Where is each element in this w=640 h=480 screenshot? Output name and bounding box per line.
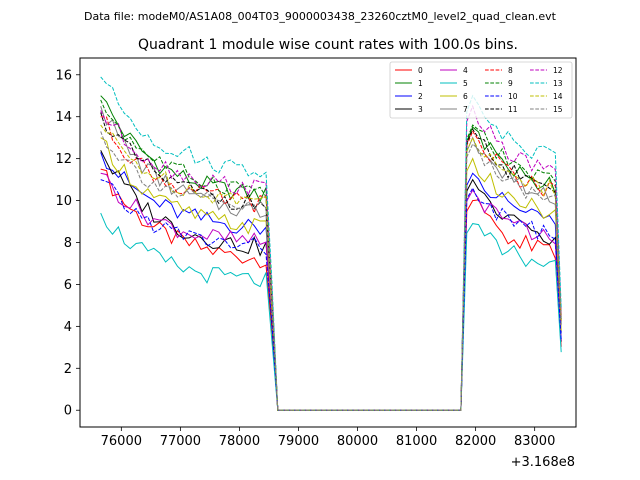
series-line-15 [100, 131, 562, 411]
legend-label-10: 10 [508, 92, 518, 101]
series-line-12 [100, 104, 562, 411]
x-tick-label: 80000 [337, 434, 378, 449]
y-tick-label: 10 [55, 194, 72, 209]
legend-label-14: 14 [553, 92, 563, 101]
x-tick-label: 82000 [455, 434, 496, 449]
series-line-4 [100, 172, 562, 411]
legend-label-0: 0 [418, 66, 423, 75]
y-tick-label: 14 [55, 110, 72, 125]
legend-label-6: 6 [463, 92, 468, 101]
legend-label-1: 1 [418, 79, 423, 88]
series-line-14 [100, 124, 562, 411]
chart-title: Quadrant 1 module wise count rates with … [138, 37, 518, 53]
legend-label-4: 4 [463, 66, 468, 75]
y-tick-label: 12 [55, 152, 72, 167]
x-tick-label: 77000 [160, 434, 201, 449]
y-tick-label: 0 [64, 404, 72, 419]
legend-label-8: 8 [508, 66, 513, 75]
data-file-header: Data file: modeM0/AS1A08_004T03_90000034… [84, 10, 557, 23]
y-tick-label: 6 [64, 278, 72, 293]
x-tick-label: 81000 [396, 434, 437, 449]
series-line-13 [100, 76, 562, 411]
legend-label-11: 11 [508, 105, 518, 114]
y-tick-label: 2 [64, 362, 72, 377]
y-tick-label: 16 [55, 68, 72, 83]
series-line-10 [100, 179, 562, 411]
series-line-2 [100, 152, 562, 411]
x-tick-label: 78000 [219, 434, 260, 449]
legend-label-3: 3 [418, 105, 423, 114]
legend-label-15: 15 [553, 105, 563, 114]
y-tick-label: 4 [64, 320, 72, 335]
series-layer [100, 76, 562, 411]
x-offset-label: +3.168e8 [511, 455, 575, 470]
series-line-5 [100, 212, 562, 411]
legend-label-7: 7 [463, 105, 468, 114]
legend-label-2: 2 [418, 92, 423, 101]
series-line-6 [100, 137, 562, 411]
series-line-9 [100, 99, 562, 411]
x-axis: 76000 77000 78000 79000 80000 81000 82000 83000 [101, 427, 555, 449]
x-tick-label: 76000 [101, 434, 142, 449]
legend-frame [389, 61, 573, 119]
y-tick-label: 8 [64, 236, 72, 251]
y-axis: 0 2 4 6 8 10 12 14 16 [55, 68, 80, 419]
x-tick-label: 83000 [514, 434, 555, 449]
legend-label-9: 9 [508, 79, 513, 88]
legend-label-5: 5 [463, 79, 468, 88]
series-line-0 [100, 168, 562, 411]
legend-label-12: 12 [553, 66, 563, 75]
legend-label-13: 13 [553, 79, 563, 88]
x-tick-label: 79000 [278, 434, 319, 449]
series-line-8 [100, 116, 562, 411]
series-line-3 [100, 150, 562, 411]
